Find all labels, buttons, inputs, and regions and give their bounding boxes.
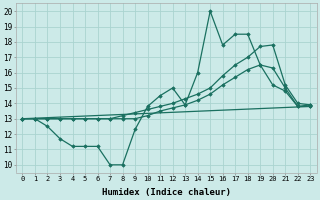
X-axis label: Humidex (Indice chaleur): Humidex (Indice chaleur) (102, 188, 231, 197)
